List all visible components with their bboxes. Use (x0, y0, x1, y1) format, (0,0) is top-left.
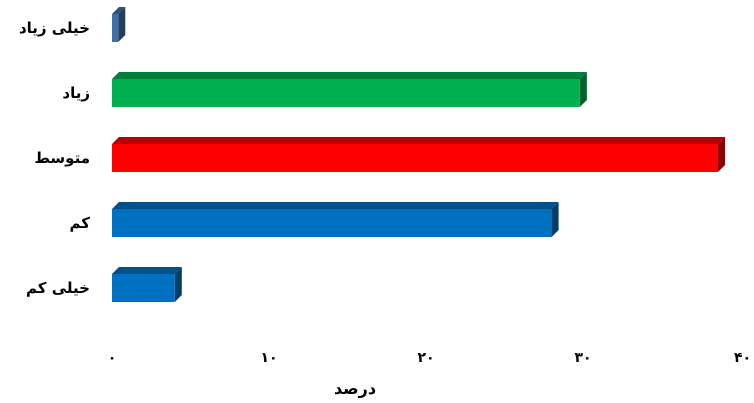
bar-4 (112, 202, 559, 237)
category-label: خیلی کم (26, 279, 90, 297)
bar-top-face (112, 7, 126, 14)
bar-side-face (174, 267, 182, 302)
category-label: متوسط (34, 149, 90, 167)
bar-1 (112, 7, 126, 42)
bar-top-face (112, 267, 182, 274)
bar-top-face (112, 72, 587, 79)
bar-2 (112, 72, 587, 107)
bar-5 (112, 267, 182, 302)
bar-front-face (112, 79, 580, 107)
x-tick-labels: ۰ ۱۰ ۲۰ ۳۰ ۴۰ (108, 350, 751, 366)
bar-top-face (112, 137, 726, 144)
bars-group (112, 7, 726, 302)
bar-side-face (718, 137, 726, 172)
x-tick-label: ۲۰ (417, 350, 434, 366)
category-label: خیلی زیاد (19, 19, 90, 37)
bar-top-face (112, 202, 559, 209)
bar-front-face (112, 274, 175, 302)
bar-3 (112, 137, 726, 172)
bar-front-face (112, 209, 552, 237)
bar-front-face (112, 14, 119, 42)
x-tick-label: ۴۰ (734, 350, 751, 366)
category-label: کم (70, 214, 91, 232)
x-tick-label: ۰ (108, 350, 117, 366)
bar-side-face (579, 72, 587, 107)
category-labels: خیلی زیاد زیاد متوسط کم خیلی کم (19, 19, 90, 297)
bar-side-face (118, 7, 126, 42)
bar-side-face (551, 202, 559, 237)
bar-front-face (112, 144, 719, 172)
x-axis-title: درصد (334, 379, 376, 398)
x-tick-label: ۳۰ (574, 350, 591, 366)
category-label: زیاد (62, 84, 90, 102)
x-tick-label: ۱۰ (260, 350, 277, 366)
